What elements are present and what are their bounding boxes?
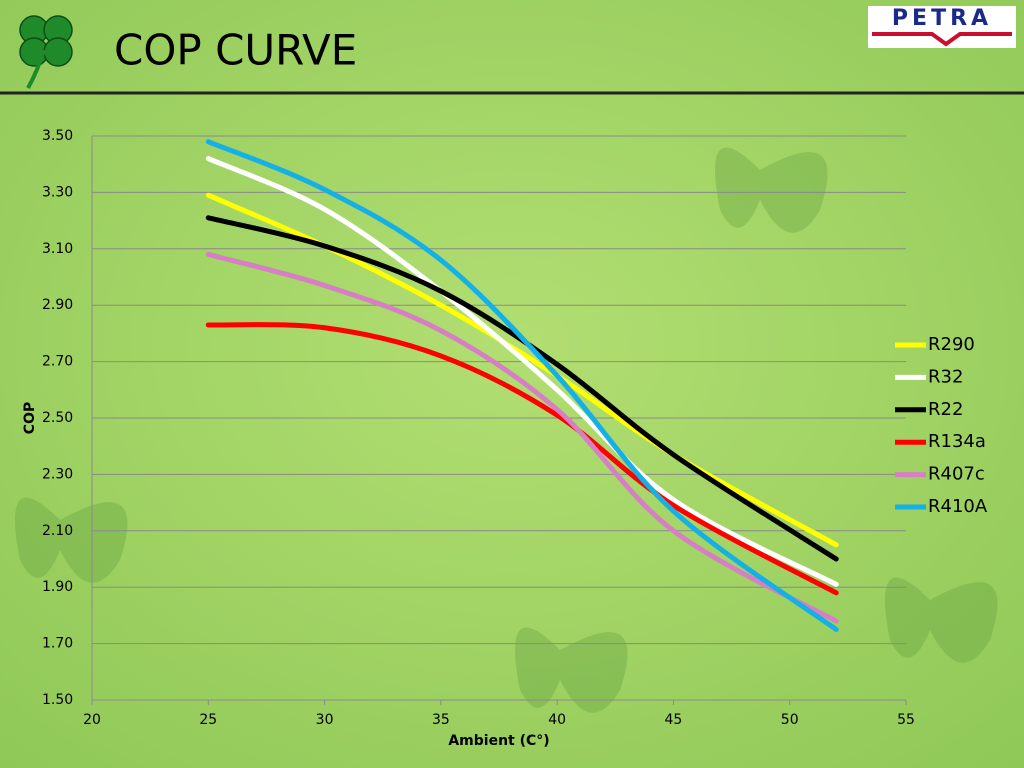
y-tick-label: 2.30 xyxy=(42,466,73,482)
x-tick-label: 40 xyxy=(548,712,566,728)
x-tick-label: 25 xyxy=(199,712,217,728)
x-tick-label: 35 xyxy=(432,712,450,728)
x-tick-label: 55 xyxy=(897,712,915,728)
y-tick-label: 2.10 xyxy=(42,523,73,539)
legend-label: R134a xyxy=(928,431,986,452)
legend-label: R32 xyxy=(928,366,963,387)
x-tick-label: 20 xyxy=(83,712,101,728)
y-tick-label: 3.50 xyxy=(42,128,73,144)
x-tick-label: 50 xyxy=(781,712,799,728)
y-axis-label: COP xyxy=(22,402,38,434)
y-tick-label: 3.10 xyxy=(42,241,73,257)
slide-title: COP CURVE xyxy=(114,26,357,75)
x-axis-label: Ambient (C°) xyxy=(448,733,549,749)
y-tick-label: 1.70 xyxy=(42,636,73,652)
legend-label: R410A xyxy=(928,496,988,517)
logo-text: PETRA xyxy=(892,6,992,31)
legend-label: R407c xyxy=(928,464,985,485)
series-line xyxy=(205,322,839,596)
butterflies xyxy=(15,147,998,713)
x-tick-label: 45 xyxy=(665,712,683,728)
y-tick-label: 1.50 xyxy=(42,692,73,708)
logo: PETRA xyxy=(868,6,1016,48)
series-line xyxy=(205,251,839,624)
y-tick-label: 2.70 xyxy=(42,354,73,370)
series-line xyxy=(205,156,839,587)
y-tick-label: 2.90 xyxy=(42,297,73,313)
clover-icon xyxy=(19,15,73,89)
series-line xyxy=(205,139,839,632)
y-tick-label: 3.30 xyxy=(42,184,73,200)
y-tick-label: 1.90 xyxy=(42,579,73,595)
y-tick-label: 2.50 xyxy=(42,410,73,426)
legend-label: R22 xyxy=(928,399,963,420)
legend-label: R290 xyxy=(928,334,975,355)
x-tick-label: 30 xyxy=(316,712,334,728)
